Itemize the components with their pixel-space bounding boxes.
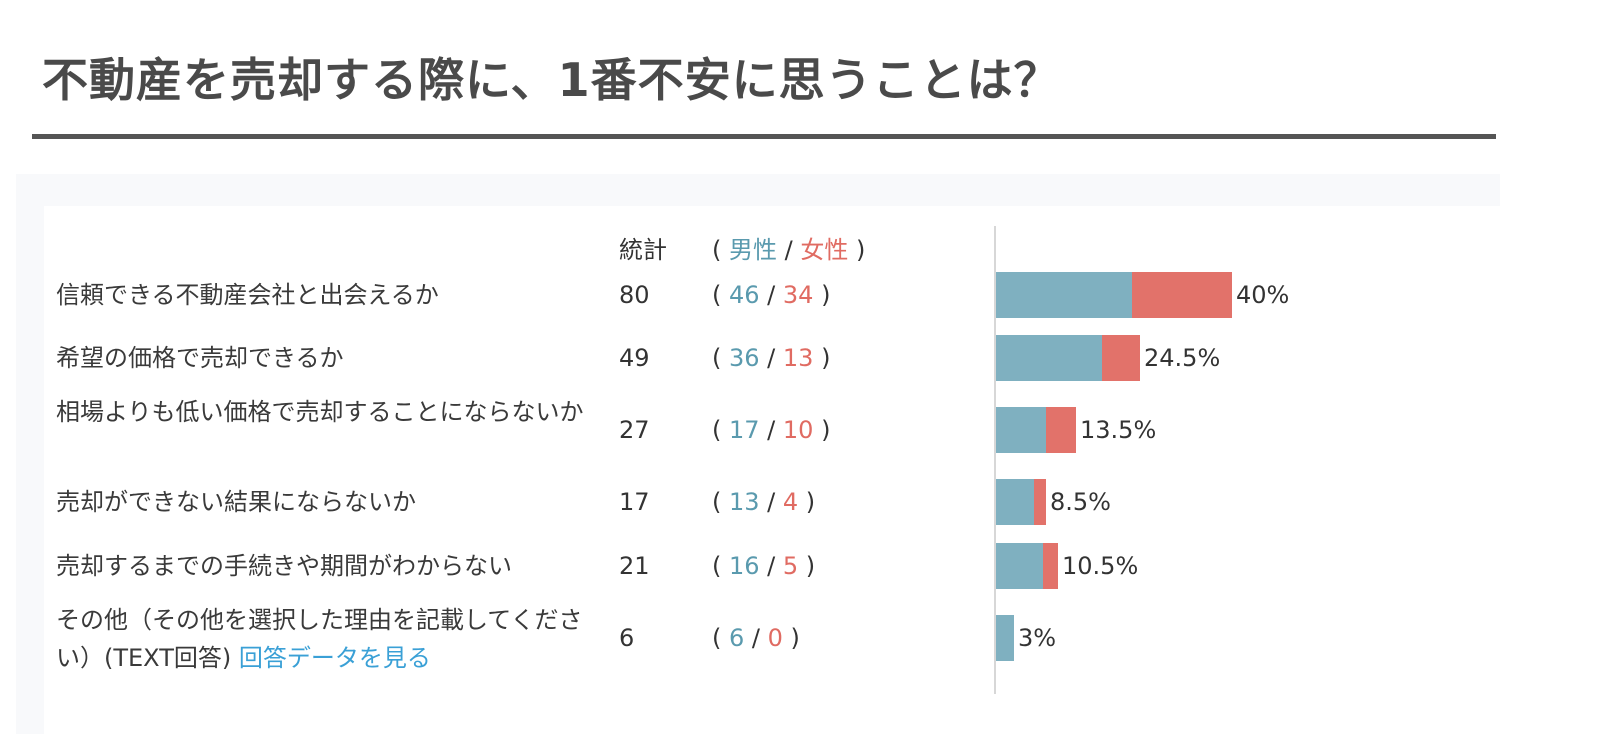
gender-column-header: ( 男性 / 女性 ) — [712, 236, 866, 264]
male-count: 6 — [729, 624, 745, 652]
row-gender-breakdown: ( 46 / 34 ) — [712, 281, 831, 309]
bar-female — [1043, 543, 1058, 589]
female-count: 34 — [782, 281, 814, 309]
row-label: 売却ができない結果にならないか — [56, 483, 616, 521]
female-count: 0 — [767, 624, 783, 652]
bar-group: 24.5% — [996, 335, 1220, 381]
row-label: その他（その他を選択した理由を記載してください）(TEXT回答) 回答データを見… — [56, 601, 616, 677]
male-count: 46 — [729, 281, 760, 309]
tick-label: その他（その他を選択した理由を記載してください）(TEXT回答) — [56, 606, 583, 672]
data-label: 24.5% — [1144, 344, 1221, 372]
data-label: 10.5% — [1062, 552, 1139, 580]
tick-label: 相場よりも低い価格で売却することにならないか — [56, 398, 584, 426]
row-total: 6 — [619, 624, 635, 652]
row-label: 売却するまでの手続きや期間がわからない — [56, 547, 616, 585]
row-label: 相場よりも低い価格で売却することにならないか — [56, 393, 616, 431]
bar-group: 40% — [996, 272, 1289, 318]
data-label: 40% — [1236, 281, 1290, 309]
tick-label: 信頼できる不動産会社と出会えるか — [56, 281, 439, 309]
bar-female — [1046, 407, 1076, 453]
bar-male — [996, 479, 1034, 525]
bar-female — [1102, 335, 1140, 381]
row-gender-breakdown: ( 13 / 4 ) — [712, 488, 816, 516]
chart-axis-line — [994, 226, 996, 694]
female-count: 4 — [782, 488, 799, 516]
bar-group: 3% — [996, 615, 1056, 661]
data-label: 13.5% — [1080, 416, 1157, 444]
row-gender-breakdown: ( 16 / 5 ) — [712, 552, 816, 580]
row-total: 27 — [619, 416, 650, 444]
bar-male — [996, 335, 1102, 381]
row-total: 21 — [619, 552, 650, 580]
tick-label: 売却ができない結果にならないか — [56, 488, 416, 516]
bar-group: 10.5% — [996, 543, 1138, 589]
row-total: 17 — [619, 488, 650, 516]
male-count: 13 — [729, 488, 760, 516]
stat-column-header: 統計 — [619, 236, 667, 264]
male-legend-label: 男性 — [729, 236, 778, 264]
male-count: 16 — [729, 552, 760, 580]
row-gender-breakdown: ( 6 / 0 ) — [712, 624, 800, 652]
bar-female — [1132, 272, 1232, 318]
row-label: 希望の価格で売却できるか — [56, 339, 616, 377]
female-count: 13 — [782, 344, 814, 372]
female-count: 10 — [782, 416, 814, 444]
bar-male — [996, 543, 1043, 589]
bar-group: 8.5% — [996, 479, 1111, 525]
row-gender-breakdown: ( 17 / 10 ) — [712, 416, 831, 444]
row-label: 信頼できる不動産会社と出会えるか — [56, 276, 616, 314]
results-panel — [44, 206, 1500, 734]
view-answer-data-link[interactable]: 回答データを見る — [238, 644, 431, 672]
row-gender-breakdown: ( 36 / 13 ) — [712, 344, 831, 372]
male-count: 17 — [729, 416, 760, 444]
bar-female — [1034, 479, 1046, 525]
tick-label: 売却するまでの手続きや期間がわからない — [56, 552, 512, 580]
bar-group: 13.5% — [996, 407, 1156, 453]
data-label: 8.5% — [1050, 488, 1111, 516]
female-legend-label: 女性 — [800, 236, 849, 264]
bar-male — [996, 615, 1014, 661]
bar-male — [996, 407, 1046, 453]
bar-male — [996, 272, 1132, 318]
female-count: 5 — [782, 552, 799, 580]
title-underline — [32, 134, 1496, 139]
tick-label: 希望の価格で売却できるか — [56, 344, 344, 372]
row-total: 49 — [619, 344, 650, 372]
page-title: 不動産を売却する際に、1番不安に思うことは？ — [42, 53, 1061, 107]
data-label: 3% — [1018, 624, 1057, 652]
male-count: 36 — [729, 344, 760, 372]
row-total: 80 — [619, 281, 650, 309]
